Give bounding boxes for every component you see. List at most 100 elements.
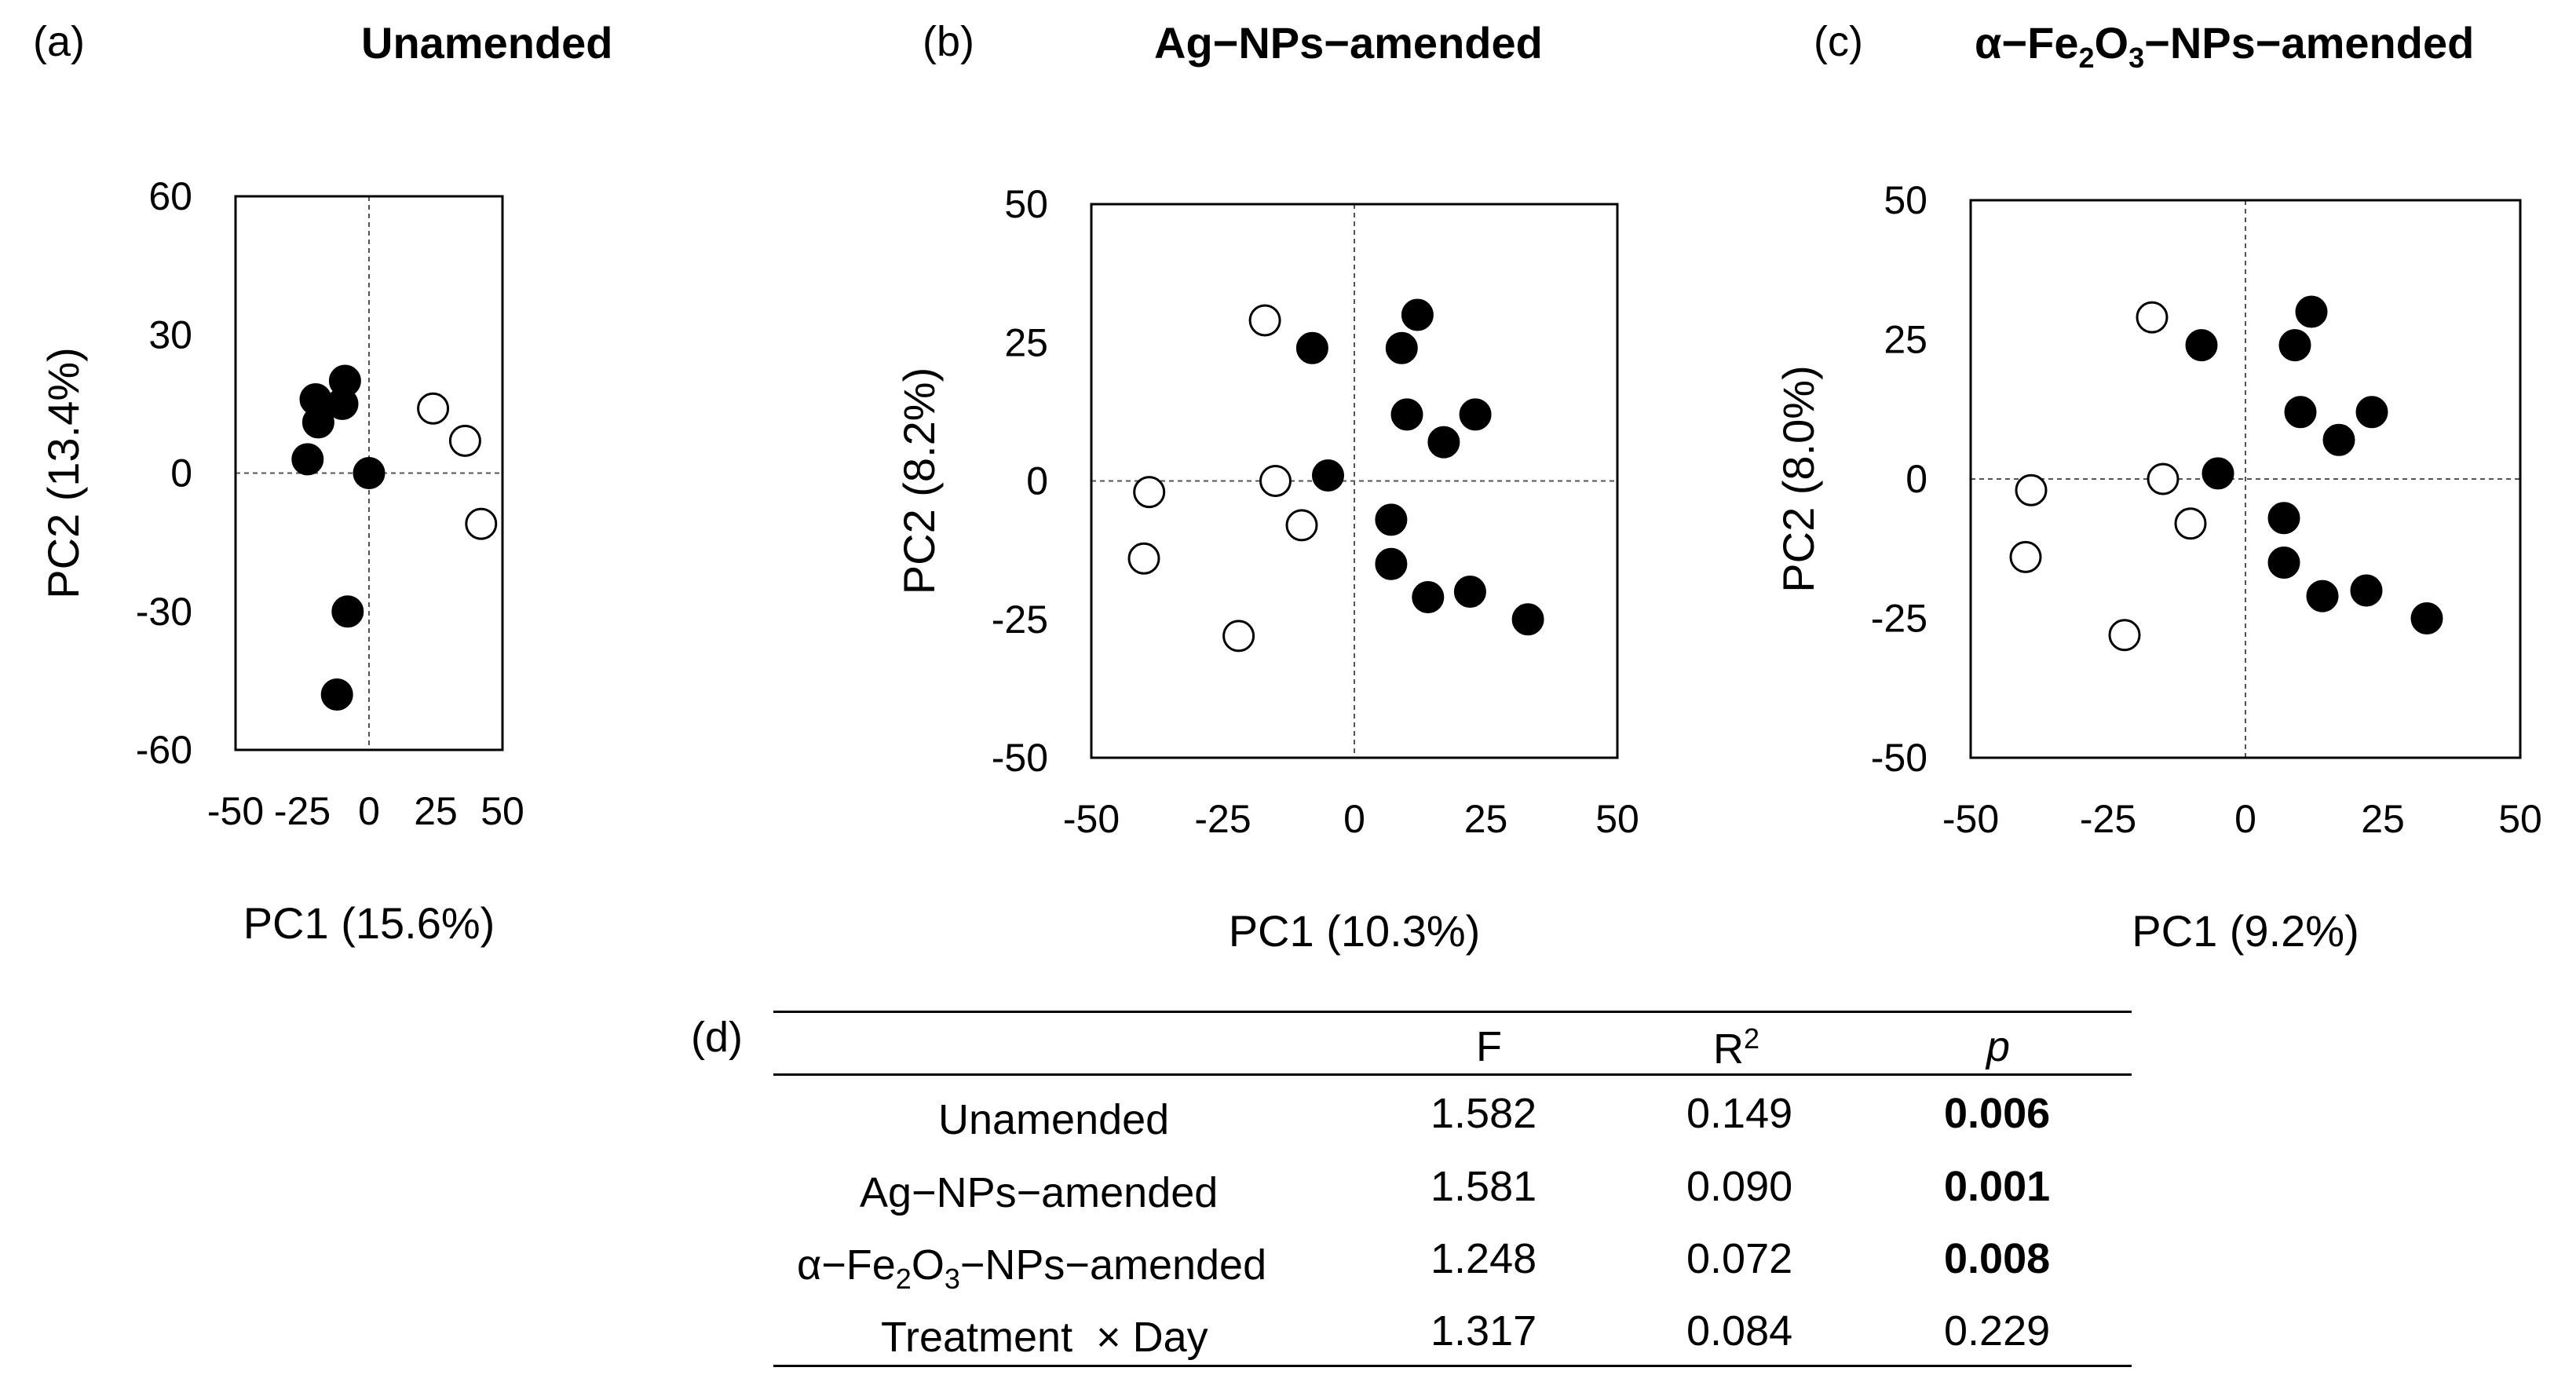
x-axis-label: PC1 (9.2%) xyxy=(2132,906,2359,956)
open-data-point xyxy=(465,507,498,540)
filled-data-point xyxy=(1511,603,1544,636)
row-label: Treatment × Day xyxy=(881,1314,1208,1361)
chart-title-c: α−Fe2O3−NPs−amended xyxy=(1975,18,2475,75)
panel-label-d: (d) xyxy=(691,1014,743,1061)
x-axis-label: PC1 (10.3%) xyxy=(1229,906,1481,956)
x-tick-label: 25 xyxy=(1464,797,1508,841)
filled-data-point xyxy=(320,678,353,711)
open-data-point xyxy=(1285,509,1318,542)
y-tick-label: 50 xyxy=(1004,182,1048,226)
x-tick-label: -50 xyxy=(1942,797,1999,841)
y-axis-label: PC2 (8.2%) xyxy=(894,367,944,594)
y-tick-label: -60 xyxy=(136,728,192,772)
open-data-point xyxy=(1248,304,1281,337)
x-axis-label: PC1 (15.6%) xyxy=(243,898,495,948)
open-data-point xyxy=(448,424,481,457)
y-tick-label: 50 xyxy=(1884,178,1927,222)
panel-label-b: (b) xyxy=(923,18,974,65)
x-tick-label: -50 xyxy=(207,789,264,833)
filled-data-point xyxy=(1375,547,1408,580)
filled-data-point xyxy=(2284,396,2317,429)
filled-data-point xyxy=(1401,298,1434,331)
y-tick-label: 30 xyxy=(148,313,192,356)
y-tick-label: -30 xyxy=(136,590,192,634)
open-data-point xyxy=(2009,540,2042,573)
x-tick-label: -50 xyxy=(1063,797,1120,841)
cell-r2: 0.072 xyxy=(1686,1235,1793,1282)
scatter-plot-b: -50 -25 0 25 50 -50 -25 0 25 50 PC1 (10.3%) PC2 (8.… xyxy=(894,182,1639,956)
open-data-point xyxy=(1133,476,1166,509)
row-label: Unamended xyxy=(938,1096,1170,1143)
x-tick-label: -25 xyxy=(1194,797,1251,841)
panel-label-c: (c) xyxy=(1814,18,1863,65)
row-label: α−Fe2O3−NPs−amended xyxy=(797,1241,1267,1295)
chart-title-a: Unamended xyxy=(361,18,613,68)
y-tick-label: -25 xyxy=(992,598,1048,642)
scatter-plot-c: -50 -25 0 25 50 -50 -25 0 25 50 PC1 (9.2%) PC2 (8.0… xyxy=(1774,178,2542,956)
scatter-plot-a: -50 -25 0 25 50 -60 -30 0 30 60 PC1 (15.6%) PC2 (13… xyxy=(38,174,524,948)
chart-panel-c: (c) α−Fe2O3−NPs−amended -50 -25 0 25 50 -50 -2… xyxy=(1763,0,2576,958)
filled-data-point xyxy=(2322,423,2355,456)
filled-data-point xyxy=(2267,502,2300,535)
filled-data-point xyxy=(2295,295,2328,328)
open-data-point xyxy=(2108,619,2141,652)
open-data-point xyxy=(1222,620,1255,653)
plot-frame xyxy=(234,195,504,751)
cell-p: 0.001 xyxy=(1944,1163,2051,1210)
y-tick-label: 25 xyxy=(1004,320,1048,364)
filled-data-point xyxy=(1427,426,1460,459)
open-data-point xyxy=(2147,463,2180,495)
x-tick-label: 0 xyxy=(1343,797,1365,841)
y-axis-label: PC2 (8.0%) xyxy=(1774,365,1823,592)
x-tick-label: 50 xyxy=(2498,797,2542,841)
filled-data-point xyxy=(2355,396,2388,429)
y-tick-label: 0 xyxy=(1906,457,1927,501)
open-data-point xyxy=(1127,542,1160,575)
cell-p: 0.229 xyxy=(1944,1307,2051,1355)
chart-panel-a: (a) Unamended -50 -25 0 25 50 -60 -30 0 30 60 PC1 … xyxy=(0,0,824,958)
x-tick-label: 50 xyxy=(1595,797,1639,841)
open-data-point xyxy=(2015,473,2048,506)
cell-r2: 0.149 xyxy=(1686,1090,1793,1137)
filled-data-point xyxy=(2267,547,2300,579)
open-data-point xyxy=(2136,301,2169,334)
y-axis-label: PC2 (13.4%) xyxy=(38,347,88,599)
filled-data-point xyxy=(2185,329,2218,362)
chart-title-b: Ag−NPs−amended xyxy=(1154,18,1543,68)
filled-data-point xyxy=(2410,602,2443,634)
filled-data-point xyxy=(353,457,385,489)
y-tick-label: 25 xyxy=(1884,318,1927,362)
table-bottom-rule xyxy=(773,1365,2132,1367)
filled-data-point xyxy=(2278,329,2311,362)
filled-data-point xyxy=(1390,398,1423,431)
cell-f: 1.581 xyxy=(1431,1163,1537,1210)
filled-data-point xyxy=(1312,459,1344,492)
y-tick-label: -50 xyxy=(1871,736,1927,780)
col-header-r2: R2 xyxy=(1713,1022,1760,1073)
filled-data-point xyxy=(1412,581,1445,614)
cell-f: 1.248 xyxy=(1431,1235,1537,1282)
filled-data-point xyxy=(1385,331,1418,364)
cell-f: 1.582 xyxy=(1431,1090,1537,1137)
y-tick-label: 0 xyxy=(170,452,192,495)
x-tick-label: -25 xyxy=(274,789,331,833)
cell-r2: 0.090 xyxy=(1686,1163,1793,1210)
col-header-f: F xyxy=(1476,1023,1502,1070)
filled-data-point xyxy=(1459,398,1492,431)
filled-data-point xyxy=(2306,580,2339,612)
filled-data-point xyxy=(331,595,364,628)
filled-data-point xyxy=(2201,457,2234,490)
y-tick-label: -50 xyxy=(992,736,1048,780)
filled-data-point xyxy=(291,443,324,476)
cell-r2: 0.084 xyxy=(1686,1307,1793,1355)
cell-f: 1.317 xyxy=(1431,1307,1537,1355)
row-label: Ag−NPs−amended xyxy=(860,1169,1219,1216)
open-data-point xyxy=(417,392,450,425)
filled-data-point xyxy=(1295,331,1328,364)
panel-label-a: (a) xyxy=(33,18,85,65)
x-tick-label: -25 xyxy=(2080,797,2136,841)
cell-p: 0.006 xyxy=(1944,1090,2051,1137)
filled-data-point xyxy=(1453,576,1486,608)
plot-frame xyxy=(1969,199,2522,759)
y-tick-label: 0 xyxy=(1026,459,1048,503)
